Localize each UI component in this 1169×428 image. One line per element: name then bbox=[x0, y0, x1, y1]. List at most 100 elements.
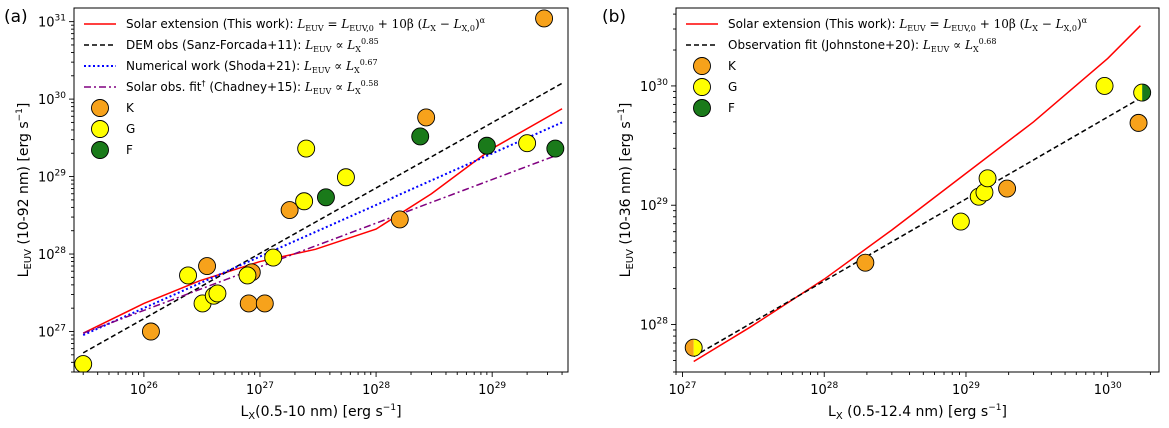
formula-text: ∝ bbox=[332, 38, 348, 52]
formula-superscript: α bbox=[1082, 16, 1088, 25]
x-tick-label: 1030 bbox=[1094, 381, 1122, 398]
legend-marker bbox=[693, 78, 711, 96]
tick-exponent: 27 bbox=[263, 381, 274, 391]
split-outline bbox=[684, 338, 703, 357]
legend-label: Observation fit (Johnstone+20): LEUV ∝ L… bbox=[728, 37, 996, 54]
legend-name: Observation fit (Johnstone+20): bbox=[728, 38, 923, 52]
legend-name: Solar obs. fit bbox=[126, 80, 202, 94]
axis-label-superscript: −1 bbox=[15, 108, 25, 121]
formula-text: ) bbox=[475, 17, 480, 31]
legend-label: K bbox=[728, 59, 737, 73]
formula-symbol: L bbox=[345, 59, 354, 73]
formula-text: β ( bbox=[407, 17, 422, 31]
tick-base: 10 bbox=[130, 383, 147, 398]
split-outline bbox=[1133, 83, 1152, 102]
axis-label-part: L bbox=[618, 269, 634, 277]
formula-symbol: L bbox=[346, 80, 355, 94]
tick-exponent: 28 bbox=[379, 381, 391, 391]
scatter-point bbox=[546, 139, 565, 158]
tick-exponent: 29 bbox=[969, 381, 981, 391]
tick-exponent: 29 bbox=[657, 197, 669, 207]
axis-label-part: L bbox=[16, 269, 32, 277]
formula-text: = bbox=[324, 17, 342, 31]
formula-subscript: X bbox=[430, 24, 436, 33]
x-axis-label: LX(0.5-10 nm) [erg s−1] bbox=[240, 403, 401, 422]
legend-formula: LEUV ∝ LX0.85 bbox=[304, 37, 379, 54]
formula-subscript: X bbox=[354, 66, 360, 75]
formula-subscript: X,0 bbox=[462, 24, 475, 33]
x-tick-label: 1027 bbox=[668, 381, 696, 398]
x-tick-label: 1026 bbox=[130, 381, 158, 398]
tick-exponent: 27 bbox=[55, 323, 66, 333]
scatter-point bbox=[239, 294, 258, 313]
formula-subscript: EUV bbox=[312, 66, 331, 75]
split-scatter-point bbox=[684, 338, 703, 357]
scatter-point bbox=[238, 266, 257, 285]
y-tick-label: 1031 bbox=[38, 14, 66, 31]
scatter-point bbox=[978, 169, 997, 188]
legend-formula: LEUV ∝ LX0.58 bbox=[304, 79, 379, 96]
scatter-point bbox=[179, 266, 197, 285]
tick-exponent: 28 bbox=[827, 381, 839, 391]
tick-base: 10 bbox=[38, 16, 55, 31]
tick-base: 10 bbox=[38, 325, 55, 340]
formula-symbol: L bbox=[304, 80, 313, 94]
tick-base: 10 bbox=[246, 383, 263, 398]
axis-label-superscript: −1 bbox=[617, 108, 627, 121]
formula-superscript: 0.67 bbox=[360, 58, 378, 67]
scatter-point bbox=[535, 9, 554, 28]
scatter-point bbox=[264, 248, 283, 267]
scatter-point bbox=[208, 284, 227, 303]
x-tick-label: 1028 bbox=[810, 381, 838, 398]
legend-label: Solar extension (This work): LEUV = LEUV… bbox=[728, 16, 1088, 33]
tick-base: 10 bbox=[640, 80, 657, 95]
legend: Solar extension (This work): LEUV = LEUV… bbox=[686, 16, 1088, 117]
tick-base: 10 bbox=[38, 171, 55, 186]
legend-label: Numerical work (Shoda+21): LEUV ∝ LX0.67 bbox=[126, 58, 378, 75]
axis-label-part: (10-36 nm) [erg s bbox=[618, 121, 634, 249]
series-line bbox=[82, 108, 563, 334]
axis-label-part: ] bbox=[396, 404, 401, 420]
formula-symbol: L bbox=[942, 17, 951, 31]
formula-text: − bbox=[1038, 17, 1056, 31]
legend-label: G bbox=[126, 122, 135, 136]
formula-subscript: EUV bbox=[305, 24, 324, 33]
formula-text: + 10 bbox=[374, 17, 407, 31]
split-left-half bbox=[685, 339, 694, 357]
panel-a: (a)1026 1027 1028 102910271028102910301031L… bbox=[4, 7, 569, 422]
series-line bbox=[82, 121, 563, 336]
legend-superscript: † bbox=[202, 79, 206, 88]
x-tick-label: 1029 bbox=[952, 381, 980, 398]
series-line bbox=[693, 97, 1141, 358]
tick-base: 10 bbox=[640, 199, 657, 214]
plot-area bbox=[684, 25, 1152, 363]
legend-name: Numerical work (Shoda+21): bbox=[126, 59, 304, 73]
scatter-point bbox=[518, 134, 537, 153]
scatter-point bbox=[477, 136, 496, 155]
formula-subscript: EUV bbox=[313, 87, 332, 96]
tick-exponent: 28 bbox=[55, 246, 67, 256]
axis-label-part: (10-92 nm) [erg s bbox=[16, 121, 32, 249]
formula-symbol: L bbox=[1023, 17, 1032, 31]
legend-name: Solar extension (This work): bbox=[728, 17, 899, 31]
axis-label-part: ] bbox=[1001, 404, 1006, 420]
scatter-point bbox=[74, 355, 93, 372]
tick-base: 10 bbox=[478, 383, 495, 398]
legend-name: Solar extension (This work): bbox=[126, 17, 297, 31]
y-tick-label: 1029 bbox=[640, 197, 668, 214]
formula-subscript: X bbox=[355, 45, 361, 54]
tick-exponent: 30 bbox=[1110, 381, 1122, 391]
axis-label-part: ] bbox=[618, 103, 634, 108]
formula-superscript: 0.68 bbox=[979, 37, 997, 46]
scatter-point bbox=[198, 257, 217, 275]
tick-base: 10 bbox=[810, 383, 827, 398]
legend-formula: LEUV ∝ LX0.68 bbox=[922, 37, 997, 54]
tick-base: 10 bbox=[952, 383, 969, 398]
legend-label: G bbox=[728, 80, 737, 94]
scatter-point bbox=[411, 127, 430, 146]
scatter-point bbox=[390, 210, 409, 229]
plot-frame bbox=[73, 7, 569, 373]
tick-base: 10 bbox=[1094, 383, 1111, 398]
